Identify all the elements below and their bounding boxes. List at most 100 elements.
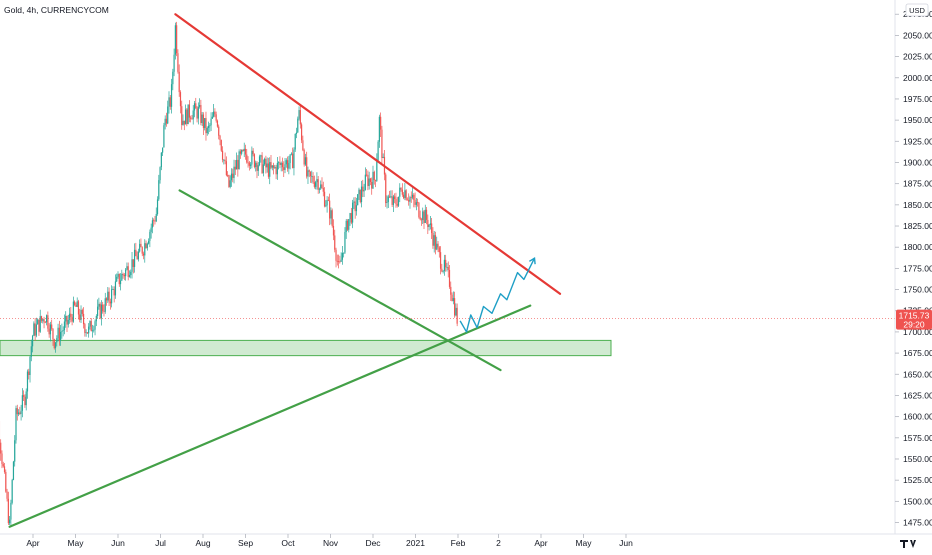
candle-body	[112, 289, 113, 290]
candle-body	[158, 180, 159, 199]
candle-body	[133, 259, 134, 267]
candle-body	[56, 338, 57, 342]
candle-body	[453, 298, 454, 301]
price-tick-label: 1550.00	[903, 454, 932, 464]
candle-body	[306, 157, 307, 176]
candle-body	[157, 199, 158, 214]
candle-body	[332, 210, 333, 226]
candle-body	[244, 149, 245, 151]
candle-body	[440, 252, 441, 269]
candle-body	[87, 332, 88, 333]
candle-body	[28, 372, 29, 375]
candle-body	[42, 319, 43, 321]
candle-body	[242, 150, 243, 151]
candle-body	[283, 167, 284, 170]
candle-body	[100, 304, 101, 318]
candle-body	[352, 203, 353, 223]
time-tick-label: Apr	[534, 538, 547, 548]
candle-body	[443, 271, 444, 272]
candle-body	[358, 190, 359, 195]
price-tick-label: 1750.00	[903, 285, 932, 295]
candle-body	[114, 289, 115, 295]
candle-body	[227, 175, 228, 176]
candle-body	[144, 243, 145, 255]
candle-body	[1, 454, 2, 464]
price-tick-label: 1800.00	[903, 242, 932, 252]
candle-body	[137, 256, 138, 259]
candle-body	[406, 190, 407, 199]
time-tick-label: May	[67, 538, 84, 548]
candle-body	[84, 324, 85, 333]
candle-body	[91, 321, 92, 331]
price-tick-label: 1650.00	[903, 369, 932, 379]
candle-body	[311, 176, 312, 177]
bar-countdown: 29:20	[903, 320, 925, 330]
candle-body	[138, 252, 139, 260]
candle-body	[89, 321, 90, 326]
candle-body	[394, 196, 395, 199]
candle-body	[362, 187, 363, 192]
support-zone-box[interactable]	[0, 340, 611, 355]
candle-body	[162, 147, 163, 152]
candle-body	[272, 165, 273, 167]
candle-body	[328, 200, 329, 201]
candle-body	[288, 163, 289, 169]
candle-body	[427, 220, 428, 227]
candle-body	[32, 336, 33, 346]
candle-body	[282, 163, 283, 167]
candle-body	[277, 163, 278, 174]
candle-body	[79, 315, 80, 320]
price-tick-label: 1975.00	[903, 94, 932, 104]
candle-body	[346, 221, 347, 232]
price-tick-label: 2050.00	[903, 30, 932, 40]
candle-body	[46, 315, 47, 322]
candle-body	[249, 163, 250, 166]
candle-body	[434, 235, 435, 246]
candle-body	[47, 315, 48, 328]
candle-body	[412, 195, 413, 198]
candle-body	[107, 292, 108, 301]
candle-body	[300, 110, 301, 124]
candle-body	[398, 197, 399, 206]
candle-body	[228, 175, 229, 187]
candle-body	[230, 180, 231, 187]
tradingview-logo[interactable]	[898, 538, 928, 548]
candle-body	[378, 142, 379, 161]
candle-body	[245, 149, 246, 155]
candle-body	[209, 125, 210, 126]
candle-body	[45, 322, 46, 323]
candle-body	[416, 202, 417, 205]
candle-body	[163, 125, 164, 147]
candle-body	[98, 304, 99, 307]
candle-body	[78, 301, 79, 314]
candle-body	[318, 179, 319, 190]
candle-body	[421, 219, 422, 220]
candle-body	[54, 339, 55, 348]
candle-body	[323, 188, 324, 192]
candle-body	[37, 320, 38, 325]
candle-body	[260, 155, 261, 156]
candle-body	[274, 167, 275, 168]
candle-body	[195, 103, 196, 108]
candle-body	[431, 223, 432, 233]
candle-body	[72, 317, 73, 322]
candle-body	[170, 97, 171, 107]
candle-body	[6, 492, 7, 499]
candle-body	[181, 106, 182, 125]
candle-body	[254, 154, 255, 167]
candle-body	[408, 200, 409, 202]
candle-body	[281, 163, 282, 165]
candle-body	[425, 210, 426, 223]
candle-body	[200, 105, 201, 123]
candle-body	[129, 275, 130, 277]
candle-body	[287, 160, 288, 168]
candle-body	[258, 165, 259, 171]
candle-body	[381, 130, 382, 158]
candle-body	[117, 274, 118, 277]
candle-body	[219, 136, 220, 140]
candle-body	[212, 117, 213, 119]
candle-body	[360, 190, 361, 202]
candle-body	[203, 115, 204, 128]
